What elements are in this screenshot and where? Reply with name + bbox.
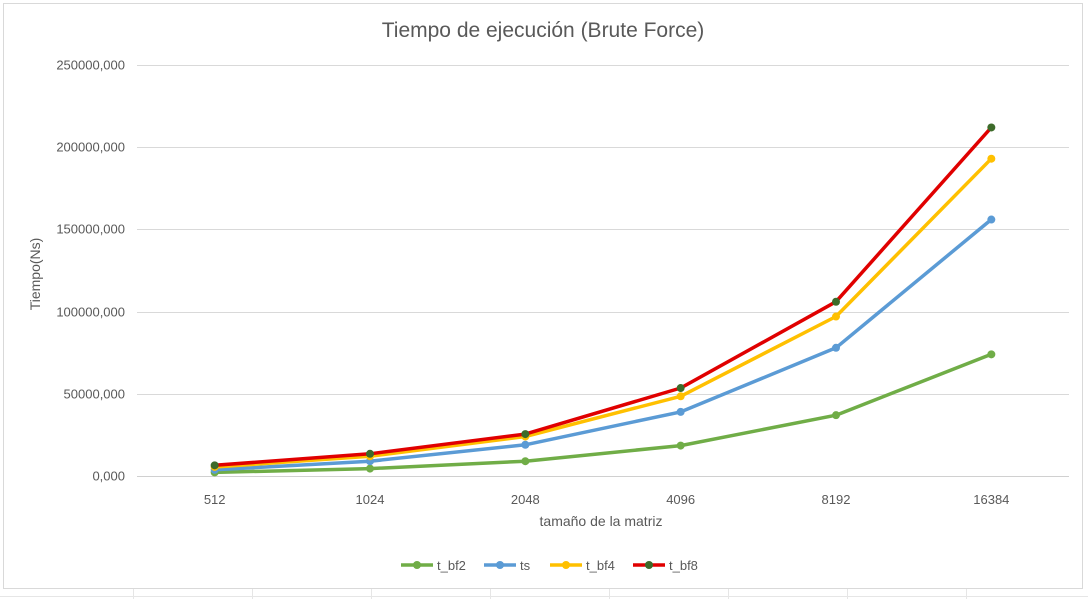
data-point [366,464,374,473]
data-point [521,430,530,439]
legend-swatch-marker [645,561,653,569]
legend: t_bf2 ts t_bf4 t_bf8 [401,558,698,573]
data-point [832,297,840,306]
x-tick-label: 8192 [822,492,851,507]
chart-area[interactable]: Tiempo de ejecución (Brute Force) 0,000 5… [3,3,1083,589]
y-tick-label: 200000,000 [56,140,125,155]
data-point [210,461,219,470]
y-tick-label: 250000,000 [56,58,125,73]
legend-item-ts: ts [484,558,531,573]
series-line [212,352,994,475]
legend-swatch-marker [496,561,504,569]
legend-label: ts [520,558,531,573]
y-axis: 0,000 50000,000 100000,000 150000,000 200000… [56,58,125,484]
y-tick-label: 0,000 [92,469,125,484]
data-point [676,392,685,401]
x-axis-title: tamaño de la matriz [540,513,663,529]
legend-label: t_bf4 [586,558,615,573]
legend-item-t-bf2: t_bf2 [401,558,466,573]
y-tick-label: 50000,000 [64,387,125,402]
legend-label: t_bf2 [437,558,466,573]
data-point [832,411,840,420]
data-point [366,449,374,458]
x-tick-label: 1024 [356,492,385,507]
data-point [987,123,996,132]
data-point [676,407,685,416]
legend-item-t-bf4: t_bf4 [550,558,615,573]
x-axis: 512 1024 2048 4096 8192 16384 [204,492,1010,507]
y-axis-title: Tiempo(Ns) [27,238,43,311]
data-point [832,312,840,321]
data-point [676,384,685,393]
legend-swatch-marker [562,561,570,569]
gridlines [137,65,1069,477]
series-t-bf8 [210,123,996,470]
series-lines [210,123,996,477]
data-point [521,440,530,449]
data-point [832,343,840,352]
data-point [987,154,996,163]
line-chart: Tiempo de ejecución (Brute Force) 0,000 5… [27,19,1069,573]
y-tick-label: 150000,000 [56,222,125,237]
data-point [987,350,996,359]
chart-title: Tiempo de ejecución (Brute Force) [382,19,705,42]
x-tick-label: 4096 [666,492,695,507]
x-tick-label: 512 [204,492,226,507]
data-point [521,457,530,466]
series-line [212,217,994,472]
series-line [212,156,994,469]
data-point [676,441,685,450]
series-line [212,125,994,468]
data-point [987,215,996,224]
y-tick-label: 100000,000 [56,305,125,320]
legend-label: t_bf8 [669,558,698,573]
legend-item-t-bf8: t_bf8 [633,558,698,573]
x-tick-label: 2048 [511,492,540,507]
x-tick-label: 16384 [973,492,1009,507]
legend-swatch-marker [413,561,421,569]
